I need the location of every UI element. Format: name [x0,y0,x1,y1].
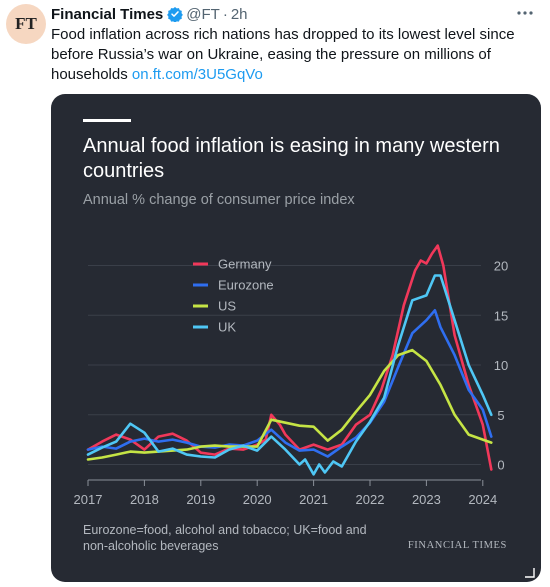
tweet-text: Food inflation across rich nations has d… [51,25,521,85]
series-line-us [86,348,493,461]
x-tick-label: 2018 [130,492,159,507]
tweet-body: Food inflation across rich nations has d… [51,26,515,83]
x-tick-label: 2023 [412,492,441,507]
series-line-eurozone [86,309,493,458]
x-tick-label: 2019 [186,492,215,507]
line-chart: 2017 2018 2019 2020 2021 2022 2023 2024 0 5 10 15 20… [74,244,508,507]
x-tick-label: 2022 [356,492,385,507]
avatar[interactable]: FT [6,4,46,44]
y-tick-label: 0 [497,458,504,473]
chart-subtitle: Annual % change of consumer price index [83,192,355,208]
x-tick-label: 2020 [243,492,272,507]
x-tick-label: 2017 [74,492,103,507]
verified-badge-icon [167,6,184,22]
series-line-germany [86,244,493,471]
author-handle[interactable]: @FT [186,5,220,23]
chart-footnote: Eurozone=food, alcohol and tobacco; UK=f… [83,523,367,553]
legend-label-germany: Germany [218,257,272,272]
legend-label-uk: UK [218,320,236,335]
chart-card[interactable]: Annual food inflation is easing in many … [51,94,541,582]
legend-label-eurozone: Eurozone [218,278,274,293]
y-tick-label: 20 [494,259,508,274]
source-credit: FINANCIAL TIMES [407,540,507,551]
timestamp[interactable]: 2h [230,5,248,23]
tweet-header: Financial Times @FT · 2h [51,5,248,23]
y-tick-label: 5 [497,408,504,423]
x-tick-label: 2024 [468,492,497,507]
header-separator: · [222,5,228,23]
author-name[interactable]: Financial Times [51,5,164,23]
legend-label-us: US [218,299,236,314]
expand-corner-icon [525,568,535,578]
article-link[interactable]: on.ft.com/3U5GqVo [131,66,263,83]
more-options-icon[interactable] [516,3,534,21]
y-tick-label: 10 [494,358,508,373]
series-line-uk [86,274,493,476]
x-tick-label: 2021 [299,492,328,507]
title-accent-bar [83,119,131,122]
chart-title: Annual food inflation is easing in many … [83,135,500,182]
y-tick-label: 15 [494,308,508,323]
